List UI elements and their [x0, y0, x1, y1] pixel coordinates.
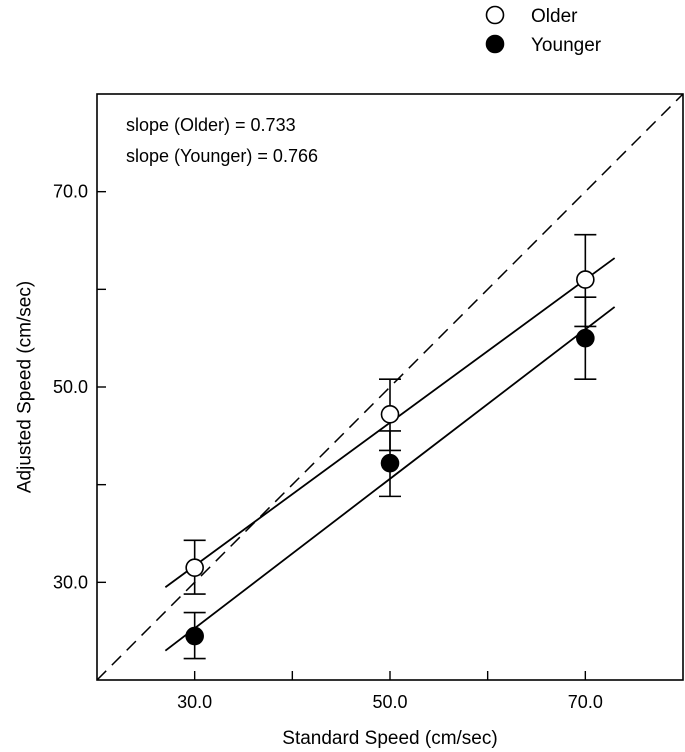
error-bars — [183, 233, 597, 660]
point-older-0 — [185, 558, 204, 577]
annotation-1: slope (Younger) = 0.766 — [126, 146, 318, 166]
legend-marker-younger — [485, 34, 505, 54]
axis-ticks: 30.0 50.0 70.0 30.0 50.0 70.0 — [53, 182, 603, 712]
legend-label-older: Older — [531, 6, 578, 27]
point-older-2 — [576, 270, 595, 289]
data-points — [185, 270, 595, 646]
point-younger-1 — [380, 453, 400, 473]
annotation-0: slope (Older) = 0.733 — [126, 115, 296, 135]
y-tick-label-4: 70.0 — [53, 182, 88, 202]
point-younger-2 — [576, 328, 595, 348]
x-axis-label: Standard Speed (cm/sec) — [282, 728, 497, 749]
x-tick-label-2: 50.0 — [372, 692, 407, 712]
x-tick-label-4: 70.0 — [568, 692, 603, 712]
x-tick-label-0: 30.0 — [177, 692, 212, 712]
y-tick-label-0: 30.0 — [53, 572, 88, 592]
point-younger-0 — [185, 626, 204, 646]
legend-label-younger: Younger — [531, 35, 602, 56]
y-axis-label: Adjusted Speed (cm/sec) — [15, 281, 36, 493]
annotations: slope (Older) = 0.733 slope (Younger) = 0… — [126, 115, 318, 166]
point-older-1 — [380, 405, 400, 424]
y-tick-label-2: 50.0 — [53, 377, 88, 397]
legend: Older Younger — [485, 5, 602, 56]
legend-marker-older — [485, 5, 505, 25]
